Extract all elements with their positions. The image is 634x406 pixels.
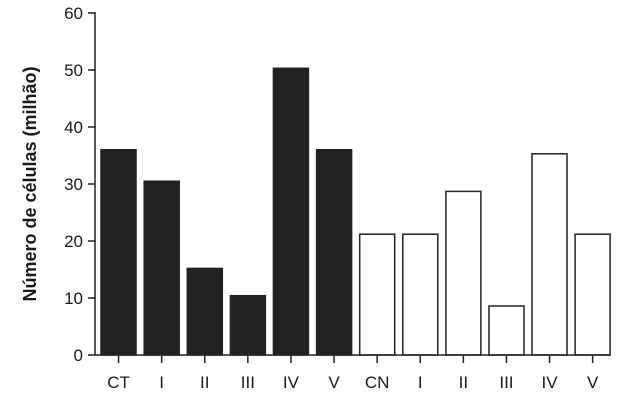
bar-11 xyxy=(531,153,568,356)
bar-3 xyxy=(186,267,224,356)
bar-10 xyxy=(488,305,525,356)
x-tick-label-8: I xyxy=(418,373,423,392)
x-tick-label-5: IV xyxy=(283,373,300,392)
x-tick-label-10: III xyxy=(499,373,513,392)
bar-6 xyxy=(315,149,353,356)
bars-layer xyxy=(100,67,611,356)
bar-1 xyxy=(100,149,137,356)
y-tick-label-40: 40 xyxy=(64,118,83,137)
bar-12 xyxy=(574,233,611,356)
x-tick-label-1: CT xyxy=(107,373,130,392)
x-tick-label-11: IV xyxy=(542,373,559,392)
y-tick-label-60: 60 xyxy=(64,4,83,23)
bar-5 xyxy=(272,67,310,356)
x-tick-label-7: CN xyxy=(365,373,390,392)
bar-4 xyxy=(229,294,267,356)
x-tick-label-12: V xyxy=(587,373,599,392)
x-tick-label-4: III xyxy=(241,373,255,392)
bar-9 xyxy=(445,190,482,356)
x-tick-label-6: V xyxy=(328,373,340,392)
bar-8 xyxy=(402,233,439,356)
y-tick-label-30: 30 xyxy=(64,175,83,194)
x-tick-label-3: II xyxy=(200,373,209,392)
y-tick-label-0: 0 xyxy=(74,346,83,365)
y-tick-label-50: 50 xyxy=(64,61,83,80)
x-tick-label-2: I xyxy=(159,373,164,392)
bar-7 xyxy=(358,233,396,356)
y-tick-label-20: 20 xyxy=(64,232,83,251)
y-tick-label-10: 10 xyxy=(64,289,83,308)
x-tick-label-9: II xyxy=(459,373,468,392)
y-axis-label: Número de células (milhão) xyxy=(20,66,40,301)
bar-2 xyxy=(143,180,180,356)
